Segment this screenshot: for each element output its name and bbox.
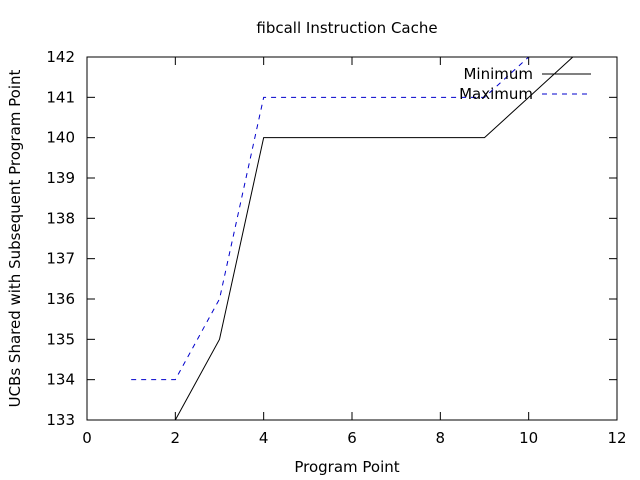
y-tick-label: 137 <box>46 250 75 268</box>
y-tick-label: 136 <box>46 290 75 308</box>
y-tick-label: 138 <box>46 209 75 227</box>
x-tick-label: 8 <box>436 429 446 447</box>
legend: Minimum Maximum <box>459 65 591 103</box>
y-tick-label: 139 <box>46 169 75 187</box>
axis-ticks: 0 2 4 6 8 10 12 133 134 135 136 137 138 139 140 141 142 <box>46 48 626 447</box>
y-tick-label: 133 <box>46 411 75 429</box>
x-tick-label: 10 <box>519 429 538 447</box>
y-tick-label: 134 <box>46 371 75 389</box>
y-tick-label: 140 <box>46 129 75 147</box>
y-tick-label: 142 <box>46 48 75 66</box>
chart-title: fibcall Instruction Cache <box>256 19 437 37</box>
y-axis-label: UCBs Shared with Subsequent Program Poin… <box>6 69 24 407</box>
legend-label-maximum: Maximum <box>459 85 533 103</box>
x-tick-label: 2 <box>171 429 181 447</box>
x-tick-label: 12 <box>607 429 626 447</box>
x-tick-label: 0 <box>82 429 92 447</box>
series-line-maximum <box>131 57 530 381</box>
x-tick-label: 6 <box>347 429 357 447</box>
series-line-minimum <box>131 57 574 420</box>
y-tick-label: 135 <box>46 330 75 348</box>
x-axis-label: Program Point <box>294 458 399 476</box>
plot-frame <box>86 56 618 421</box>
series-layer <box>131 57 574 420</box>
legend-label-minimum: Minimum <box>463 65 533 83</box>
y-tick-label: 141 <box>46 88 75 106</box>
x-tick-label: 4 <box>259 429 269 447</box>
